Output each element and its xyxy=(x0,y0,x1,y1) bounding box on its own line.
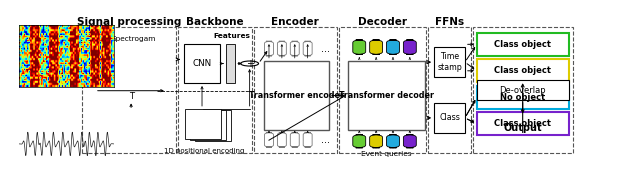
Text: FFNs: FFNs xyxy=(435,17,464,27)
FancyBboxPatch shape xyxy=(303,41,312,56)
Bar xyxy=(474,27,573,153)
Bar xyxy=(83,27,176,153)
FancyBboxPatch shape xyxy=(353,40,365,54)
Text: Time
stamp: Time stamp xyxy=(437,52,462,72)
Text: Transformer encoder: Transformer encoder xyxy=(249,91,344,100)
Bar xyxy=(264,61,329,131)
Bar xyxy=(477,59,568,82)
FancyBboxPatch shape xyxy=(291,41,300,56)
FancyBboxPatch shape xyxy=(370,135,383,148)
FancyBboxPatch shape xyxy=(403,40,416,54)
Text: Class object: Class object xyxy=(494,66,551,75)
Bar xyxy=(195,110,231,141)
Bar xyxy=(348,61,425,131)
Text: Output: Output xyxy=(504,123,542,133)
Text: Transformer decoder: Transformer decoder xyxy=(339,91,434,100)
Bar xyxy=(477,80,568,100)
Text: Encoder: Encoder xyxy=(271,17,319,27)
Text: T: T xyxy=(129,92,134,101)
Bar xyxy=(477,33,568,56)
Text: Class: Class xyxy=(439,113,460,122)
Text: ...: ... xyxy=(321,135,330,145)
Bar xyxy=(178,27,252,153)
FancyBboxPatch shape xyxy=(303,132,312,147)
Text: F: F xyxy=(86,51,92,60)
Text: Features: Features xyxy=(214,33,251,39)
Text: Spectrogam: Spectrogam xyxy=(111,36,156,42)
Text: Class object: Class object xyxy=(494,40,551,49)
Bar xyxy=(190,110,226,140)
FancyBboxPatch shape xyxy=(403,135,416,148)
FancyBboxPatch shape xyxy=(291,132,300,147)
Bar xyxy=(477,86,568,109)
FancyBboxPatch shape xyxy=(264,132,273,147)
FancyBboxPatch shape xyxy=(387,40,399,54)
Text: Signal processing: Signal processing xyxy=(77,17,181,27)
FancyBboxPatch shape xyxy=(353,135,365,148)
Text: De-overlap: De-overlap xyxy=(499,85,546,94)
Text: Class object: Class object xyxy=(494,119,551,128)
Text: Decoder: Decoder xyxy=(358,17,407,27)
Text: CNN: CNN xyxy=(193,59,212,68)
Text: No object: No object xyxy=(500,93,545,102)
Bar xyxy=(253,27,337,153)
Bar xyxy=(339,27,426,153)
Text: Backbone: Backbone xyxy=(186,17,244,27)
Bar xyxy=(428,27,471,153)
FancyBboxPatch shape xyxy=(387,135,399,148)
FancyBboxPatch shape xyxy=(264,41,273,56)
FancyBboxPatch shape xyxy=(370,40,383,54)
Bar xyxy=(184,44,220,83)
Text: Event queries: Event queries xyxy=(361,151,412,157)
FancyBboxPatch shape xyxy=(277,132,286,147)
Text: +: + xyxy=(246,58,253,69)
Bar xyxy=(477,112,568,135)
FancyBboxPatch shape xyxy=(277,41,286,56)
Bar xyxy=(434,47,465,77)
Bar xyxy=(227,44,236,83)
Bar xyxy=(185,109,221,140)
Bar xyxy=(434,103,465,133)
Text: ...: ... xyxy=(321,44,330,54)
Text: 1D positional encoding: 1D positional encoding xyxy=(164,148,244,154)
